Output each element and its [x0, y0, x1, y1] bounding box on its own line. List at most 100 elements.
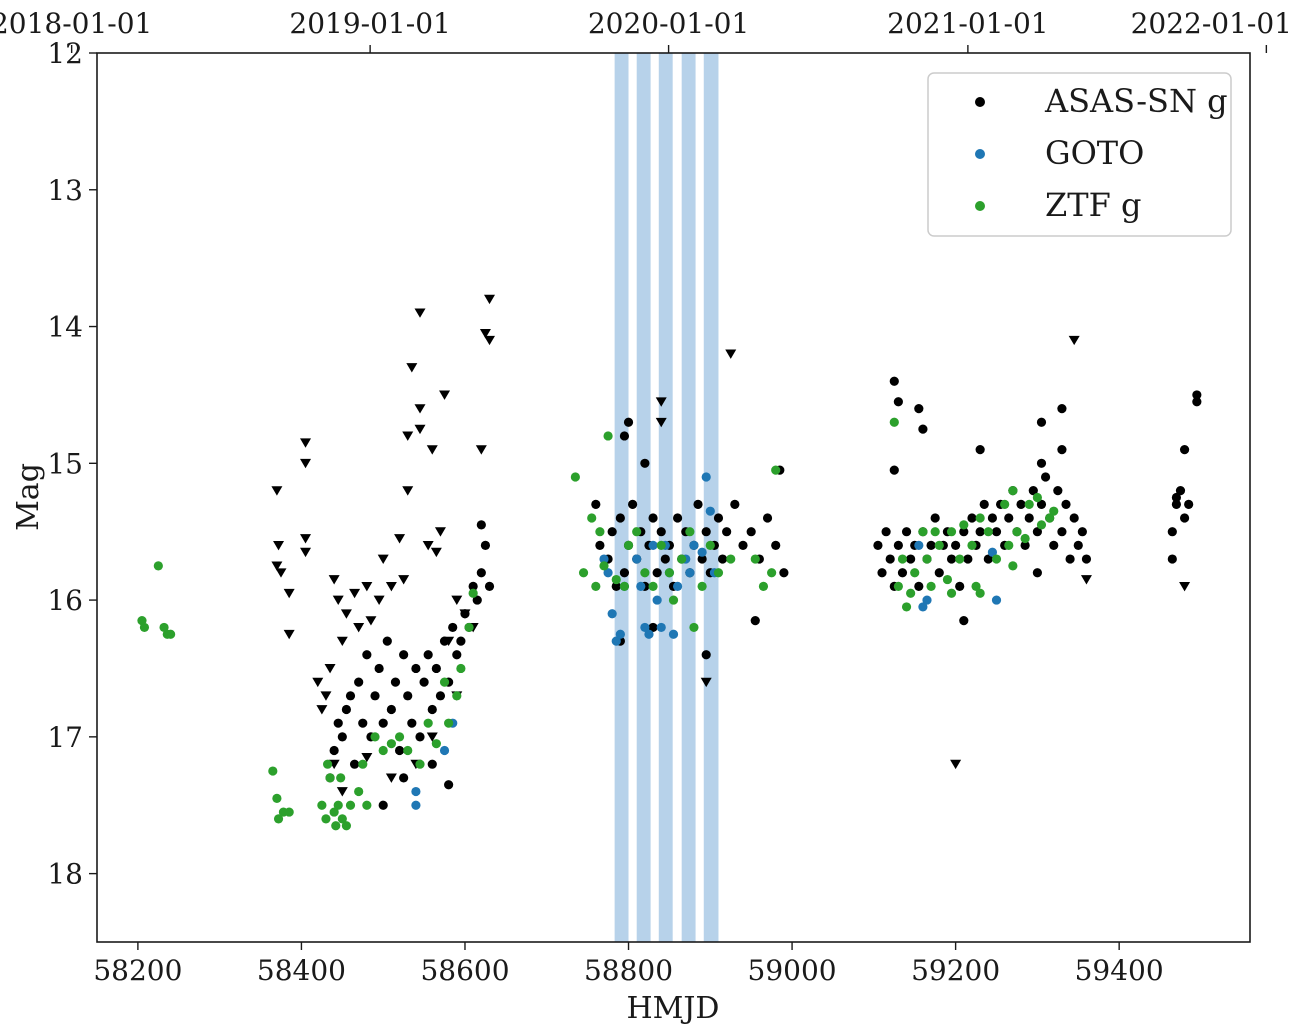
data-point — [738, 540, 748, 550]
data-point — [705, 506, 715, 516]
data-point — [1179, 445, 1190, 455]
legend: ASAS-SN g GOTO ZTF g — [927, 72, 1232, 237]
top-tick-label: 2018-01-01 — [0, 7, 152, 40]
data-point — [881, 527, 891, 537]
data-point — [946, 588, 957, 598]
data-point — [623, 540, 634, 550]
data-point — [599, 554, 609, 564]
data-point — [603, 431, 613, 441]
data-point — [922, 595, 932, 605]
upper-limit-marker — [373, 595, 385, 606]
data-point — [685, 527, 695, 537]
data-point — [370, 691, 380, 701]
upper-limit-marker — [394, 534, 406, 544]
data-point — [1036, 417, 1047, 427]
data-point — [946, 527, 957, 537]
upper-limit-marker — [312, 677, 324, 688]
data-point — [468, 588, 478, 598]
upper-limit-marker — [361, 752, 373, 763]
data-point — [717, 554, 728, 564]
data-point — [722, 527, 732, 537]
data-point — [595, 527, 605, 537]
data-point — [1049, 540, 1059, 550]
data-point — [480, 540, 491, 550]
data-point — [750, 554, 760, 564]
data-point — [893, 581, 903, 592]
data-point — [329, 745, 339, 756]
data-point — [1077, 527, 1087, 537]
data-point — [1020, 540, 1030, 550]
data-point — [926, 581, 936, 592]
upper-limit-marker — [414, 424, 426, 435]
data-point — [329, 807, 339, 817]
data-point — [975, 513, 985, 523]
data-point — [427, 704, 437, 715]
data-point — [922, 554, 932, 564]
data-point — [1057, 445, 1067, 455]
x-axis-label: HMJD — [627, 991, 720, 1025]
data-point — [889, 376, 899, 386]
data-point — [951, 540, 961, 550]
data-point — [1061, 499, 1071, 509]
upper-limit-marker — [1080, 575, 1092, 585]
upper-limit-marker — [275, 568, 287, 578]
upper-limit-marker — [300, 438, 312, 448]
y-tick-label: 17 — [47, 721, 83, 754]
y-axis-label: Mag — [11, 463, 46, 531]
data-point — [591, 499, 601, 509]
data-point — [668, 629, 679, 639]
upper-limit-marker — [484, 294, 496, 305]
data-point — [403, 745, 413, 756]
data-point — [906, 588, 916, 598]
data-point — [331, 821, 341, 831]
data-point — [611, 574, 621, 585]
data-point — [419, 677, 429, 687]
data-point — [345, 691, 356, 701]
data-point — [619, 581, 630, 592]
data-point — [762, 513, 773, 523]
data-point — [942, 574, 953, 585]
data-point — [660, 554, 670, 564]
data-point — [889, 465, 899, 475]
upper-limit-marker — [725, 349, 737, 359]
data-point — [1036, 520, 1047, 530]
x-tick-label: 59000 — [748, 954, 837, 987]
data-point — [701, 472, 711, 482]
data-point — [955, 581, 965, 592]
data-point — [1057, 404, 1067, 414]
data-point — [668, 595, 679, 605]
data-point — [407, 718, 417, 728]
data-point — [321, 814, 331, 824]
x-tick-label: 58400 — [257, 954, 346, 987]
data-point — [354, 786, 364, 797]
data-point — [1008, 486, 1018, 496]
data-point — [934, 540, 944, 550]
data-point — [435, 691, 446, 701]
data-point — [570, 472, 580, 482]
data-point — [1184, 499, 1194, 509]
data-point — [918, 424, 928, 434]
upper-limit-marker — [1068, 335, 1080, 346]
upper-limit-marker — [426, 732, 438, 742]
upper-limit-marker — [336, 636, 348, 647]
data-point — [1069, 513, 1079, 523]
top-tick-label: 2022-01-01 — [1131, 7, 1292, 40]
data-point — [656, 540, 666, 550]
data-point — [726, 554, 736, 564]
data-point — [705, 540, 715, 550]
upper-limit-marker — [385, 582, 397, 592]
upper-limit-marker — [655, 397, 667, 407]
data-point — [1073, 540, 1083, 550]
y-tick-label: 12 — [47, 37, 83, 70]
data-point — [1012, 527, 1022, 537]
data-point — [664, 568, 675, 578]
upper-limit-marker — [332, 595, 344, 606]
upper-limit-marker — [479, 328, 491, 339]
data-point — [910, 568, 920, 578]
data-point — [386, 739, 396, 749]
data-point — [358, 718, 368, 728]
data-point — [378, 745, 388, 756]
data-point — [358, 759, 368, 769]
legend-marker-goto — [975, 149, 985, 159]
data-point — [926, 540, 936, 550]
